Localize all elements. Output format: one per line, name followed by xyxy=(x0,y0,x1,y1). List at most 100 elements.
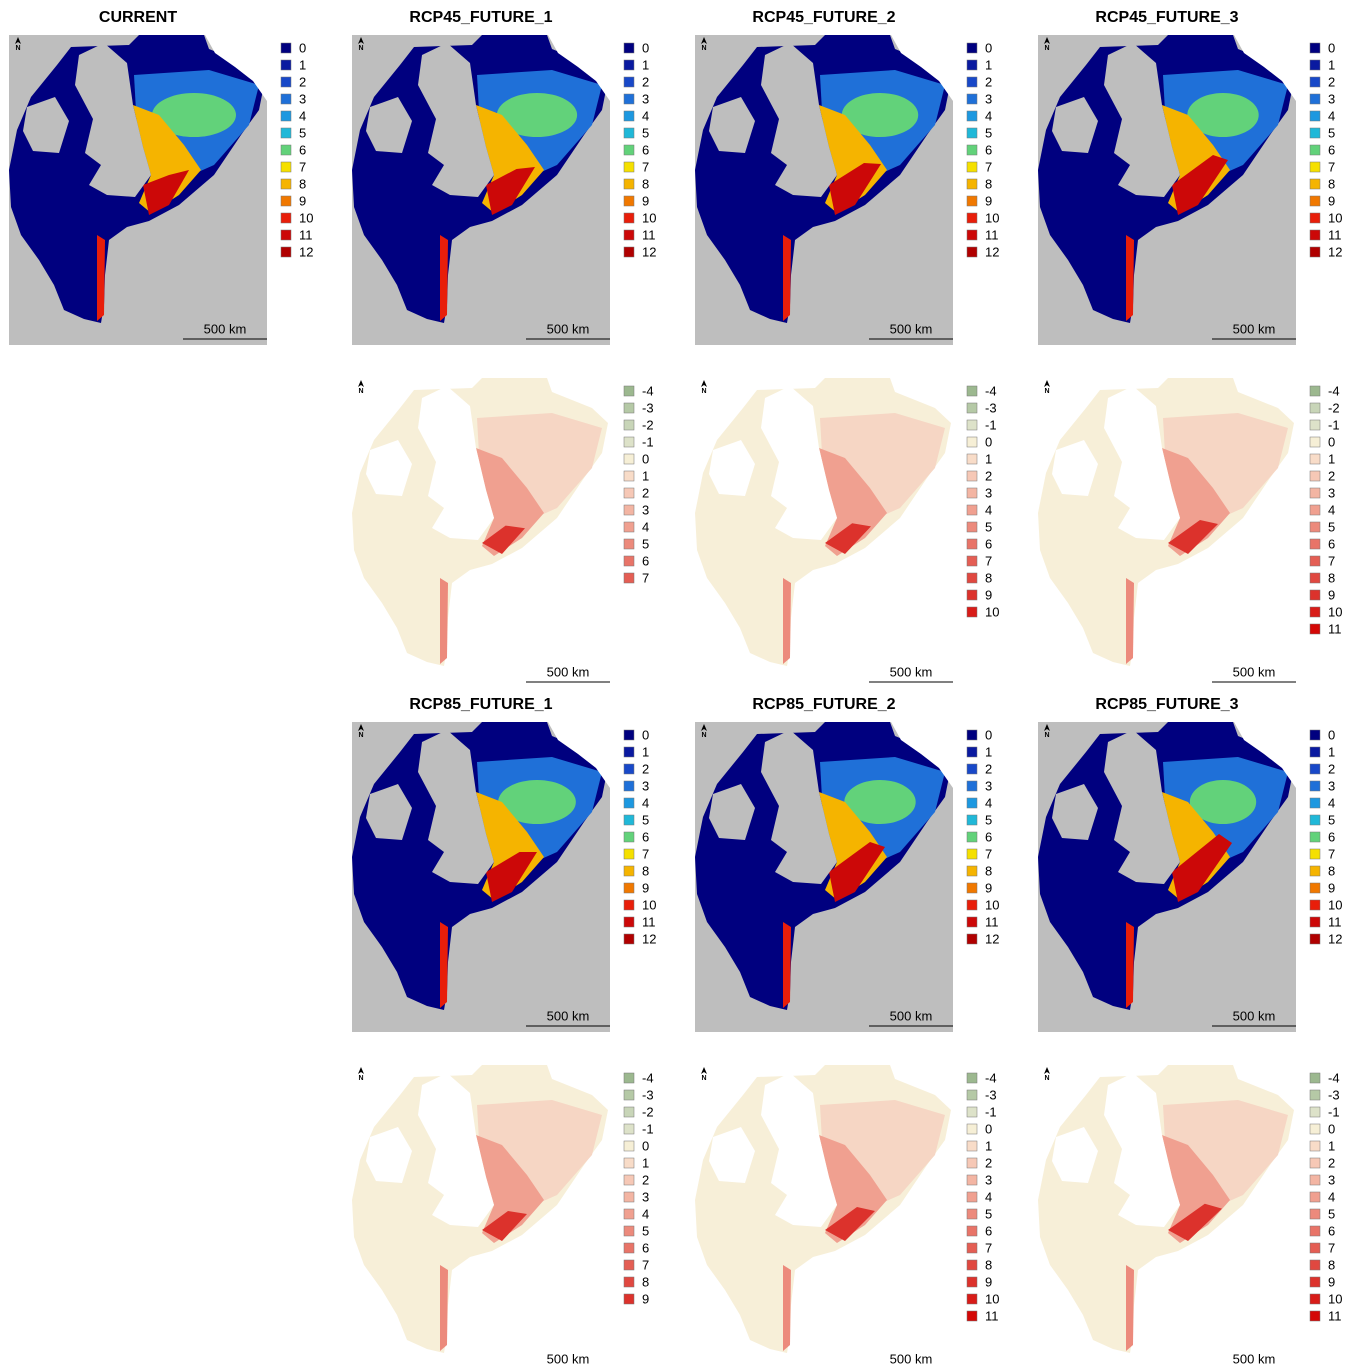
legend-label: 2 xyxy=(1328,74,1335,89)
legend-label: 8 xyxy=(642,176,649,191)
legend-swatch xyxy=(1309,127,1321,139)
legend-label: 10 xyxy=(985,897,999,912)
north-arrow xyxy=(1044,380,1050,387)
legend-label: 3 xyxy=(642,91,649,106)
legend-swatch xyxy=(966,419,978,431)
legend-label: 5 xyxy=(1328,812,1335,827)
legend-swatch xyxy=(1309,1072,1321,1084)
legend-label: 2 xyxy=(1328,1155,1335,1170)
legend-label: 10 xyxy=(1328,1291,1342,1306)
legend-swatch xyxy=(966,865,978,877)
legend-swatch xyxy=(623,899,635,911)
legend-label: 2 xyxy=(985,468,992,483)
scandinavia xyxy=(205,35,267,101)
legend-label: 2 xyxy=(642,74,649,89)
legend-swatch xyxy=(966,1123,978,1135)
legend-label: 3 xyxy=(642,1189,649,1204)
legend-swatch xyxy=(966,229,978,241)
legend-swatch xyxy=(966,1140,978,1152)
legend-swatch xyxy=(623,127,635,139)
change-high xyxy=(1168,520,1218,554)
legend-swatch xyxy=(1309,229,1321,241)
legend-swatch xyxy=(966,538,978,550)
legend-label: 6 xyxy=(1328,1223,1335,1238)
legend-swatch xyxy=(1309,419,1321,431)
coast-strip xyxy=(440,922,448,1008)
legend-label: 2 xyxy=(642,485,649,500)
legend-swatch xyxy=(1309,76,1321,88)
legend-label: 2 xyxy=(642,1172,649,1187)
legend-swatch xyxy=(1309,933,1321,945)
legend-swatch xyxy=(1309,385,1321,397)
legend-swatch xyxy=(1309,453,1321,465)
legend-label: -3 xyxy=(642,400,654,415)
legend-swatch xyxy=(280,229,292,241)
legend-label: 7 xyxy=(985,159,992,174)
legend-swatch xyxy=(280,195,292,207)
legend-swatch xyxy=(1309,589,1321,601)
legend-swatch xyxy=(966,1191,978,1203)
legend-label: 7 xyxy=(1328,553,1335,568)
legend-swatch xyxy=(1309,1191,1321,1203)
legend-swatch xyxy=(966,606,978,618)
scandinavia xyxy=(548,722,610,788)
legend-swatch xyxy=(1309,1208,1321,1220)
ireland xyxy=(366,784,412,840)
legend-swatch xyxy=(280,76,292,88)
legend-swatch xyxy=(623,229,635,241)
legend-swatch xyxy=(966,453,978,465)
legend-swatch xyxy=(966,746,978,758)
ireland xyxy=(23,97,69,153)
legend-label: 7 xyxy=(1328,1240,1335,1255)
legend-swatch xyxy=(966,1259,978,1271)
legend-label: 12 xyxy=(1328,931,1342,946)
legend-swatch xyxy=(966,916,978,928)
uk xyxy=(761,1073,837,1227)
legend-label: 11 xyxy=(299,227,313,242)
legend-label: 11 xyxy=(1328,1308,1342,1323)
legend-label: 9 xyxy=(985,587,992,602)
legend-swatch xyxy=(623,882,635,894)
legend-label: 4 xyxy=(642,519,649,534)
legend-swatch xyxy=(280,42,292,54)
legend-label: 2 xyxy=(299,74,306,89)
uk xyxy=(418,43,494,197)
legend-label: 4 xyxy=(299,108,306,123)
uk xyxy=(418,1073,494,1227)
legend-swatch xyxy=(1309,572,1321,584)
legend-swatch xyxy=(966,1089,978,1101)
coast-strip xyxy=(1126,235,1134,321)
legend-swatch xyxy=(623,212,635,224)
north-arrow xyxy=(358,724,364,731)
legend-label: 5 xyxy=(1328,519,1335,534)
change-high xyxy=(1168,1203,1222,1241)
legend-label: 10 xyxy=(1328,210,1342,225)
legend-label: 7 xyxy=(642,846,649,861)
legend-swatch xyxy=(966,212,978,224)
panel-title: RCP85_FUTURE_1 xyxy=(409,696,552,713)
north-label: N xyxy=(701,1075,706,1082)
legend-label: 11 xyxy=(985,1308,999,1323)
legend-swatch xyxy=(1309,470,1321,482)
legend-swatch xyxy=(1309,606,1321,618)
legend-swatch xyxy=(966,814,978,826)
legend-label: 4 xyxy=(1328,502,1335,517)
legend-swatch xyxy=(966,178,978,190)
legend-swatch xyxy=(966,1310,978,1322)
legend-swatch xyxy=(966,1225,978,1237)
ireland xyxy=(1052,440,1098,496)
legend-label: 6 xyxy=(642,829,649,844)
legend-swatch xyxy=(623,487,635,499)
legend-label: 6 xyxy=(642,142,649,157)
legend-swatch xyxy=(623,933,635,945)
legend-label: 8 xyxy=(1328,176,1335,191)
coast-strip xyxy=(1126,922,1134,1008)
legend-label: 2 xyxy=(985,74,992,89)
legend-swatch xyxy=(623,746,635,758)
legend-swatch xyxy=(966,1174,978,1186)
legend-label: 9 xyxy=(1328,587,1335,602)
scale-label: 500 km xyxy=(204,321,247,336)
legend-swatch xyxy=(966,521,978,533)
